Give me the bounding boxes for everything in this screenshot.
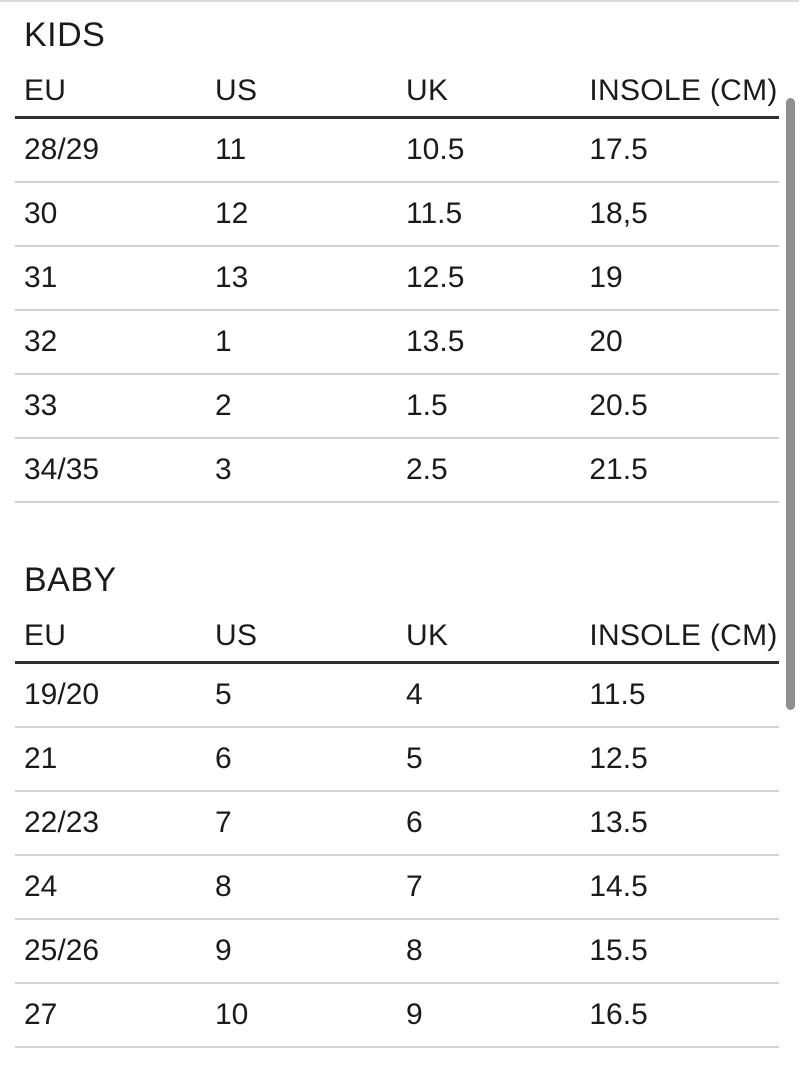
size-cell: 13 [206, 246, 397, 311]
size-cell: 19 [580, 246, 779, 311]
table-row: 22/23 7 6 13.5 [15, 791, 779, 856]
table-row: 32 1 13.5 20 [15, 310, 779, 375]
size-section: KIDS EU US UK INSOLE (CM) 28/29 11 10.5 17.5 30… [0, 2, 799, 503]
size-chart-sections: KIDS EU US UK INSOLE (CM) 28/29 11 10.5 17.5 30… [0, 2, 799, 1048]
table-row: 27 10 9 16.5 [15, 983, 779, 1048]
size-cell: 24 [15, 855, 206, 920]
size-cell: 11.5 [580, 662, 779, 728]
size-section: BABY EU US UK INSOLE (CM) 19/20 5 4 11.5 21 6 5 12… [0, 547, 799, 1048]
table-row: 19/20 5 4 11.5 [15, 662, 779, 728]
size-cell: 34/35 [15, 438, 206, 503]
size-cell: 16.5 [580, 983, 779, 1048]
size-table-head: EU US UK INSOLE (CM) [15, 52, 779, 119]
size-cell: 32 [15, 310, 206, 375]
column-header: EU [15, 52, 206, 119]
column-header: UK [397, 52, 581, 119]
size-cell: 3 [206, 438, 397, 503]
size-table: EU US UK INSOLE (CM) 19/20 5 4 11.5 21 6 5 12.5 22/… [15, 597, 779, 1048]
vertical-scrollbar[interactable] [786, 98, 795, 710]
table-row: 34/35 3 2.5 21.5 [15, 438, 779, 503]
column-header: US [206, 52, 397, 119]
column-header: EU [15, 597, 206, 664]
size-cell: 10 [206, 983, 397, 1048]
section-title: KIDS [24, 16, 106, 54]
size-cell: 11 [206, 117, 397, 183]
size-cell: 11.5 [397, 182, 581, 247]
size-cell: 2 [206, 374, 397, 439]
size-table-head: EU US UK INSOLE (CM) [15, 597, 779, 664]
size-cell: 20.5 [580, 374, 779, 439]
size-cell: 1.5 [397, 374, 581, 439]
size-table: EU US UK INSOLE (CM) 28/29 11 10.5 17.5 30 12 11.… [15, 52, 779, 503]
size-cell: 6 [206, 727, 397, 792]
size-cell: 27 [15, 983, 206, 1048]
size-cell: 8 [397, 919, 581, 984]
section-title: BABY [24, 561, 117, 599]
column-header: INSOLE (CM) [580, 52, 779, 119]
size-cell: 31 [15, 246, 206, 311]
size-cell: 10.5 [397, 117, 581, 183]
table-row: 21 6 5 12.5 [15, 727, 779, 792]
size-cell: 12.5 [580, 727, 779, 792]
table-row: 28/29 11 10.5 17.5 [15, 117, 779, 183]
size-cell: 12.5 [397, 246, 581, 311]
size-table-body: 19/20 5 4 11.5 21 6 5 12.5 22/23 7 6 13.5 24 8 7 14.5 25… [15, 662, 779, 1048]
size-cell: 14.5 [580, 855, 779, 920]
size-cell: 9 [206, 919, 397, 984]
size-cell: 28/29 [15, 117, 206, 183]
size-cell: 8 [206, 855, 397, 920]
size-cell: 6 [397, 791, 581, 856]
column-header: UK [397, 597, 581, 664]
size-cell: 5 [206, 662, 397, 728]
size-cell: 21.5 [580, 438, 779, 503]
size-table-body: 28/29 11 10.5 17.5 30 12 11.5 18,5 31 13 12.5 19 32 1… [15, 117, 779, 503]
size-cell: 1 [206, 310, 397, 375]
size-cell: 18,5 [580, 182, 779, 247]
size-cell: 25/26 [15, 919, 206, 984]
table-row: 31 13 12.5 19 [15, 246, 779, 311]
size-cell: 30 [15, 182, 206, 247]
size-cell: 13.5 [397, 310, 581, 375]
size-cell: 13.5 [580, 791, 779, 856]
top-divider [0, 0, 799, 2]
size-cell: 21 [15, 727, 206, 792]
size-cell: 7 [206, 791, 397, 856]
table-row: 25/26 9 8 15.5 [15, 919, 779, 984]
size-cell: 17.5 [580, 117, 779, 183]
size-cell: 12 [206, 182, 397, 247]
header-row: EU US UK INSOLE (CM) [15, 597, 779, 664]
table-row: 24 8 7 14.5 [15, 855, 779, 920]
size-cell: 33 [15, 374, 206, 439]
size-cell: 7 [397, 855, 581, 920]
size-cell: 15.5 [580, 919, 779, 984]
size-cell: 19/20 [15, 662, 206, 728]
column-header: INSOLE (CM) [580, 597, 779, 664]
size-cell: 22/23 [15, 791, 206, 856]
table-row: 33 2 1.5 20.5 [15, 374, 779, 439]
column-header: US [206, 597, 397, 664]
size-cell: 2.5 [397, 438, 581, 503]
size-cell: 4 [397, 662, 581, 728]
header-row: EU US UK INSOLE (CM) [15, 52, 779, 119]
size-cell: 5 [397, 727, 581, 792]
size-cell: 20 [580, 310, 779, 375]
table-row: 30 12 11.5 18,5 [15, 182, 779, 247]
size-cell: 9 [397, 983, 581, 1048]
